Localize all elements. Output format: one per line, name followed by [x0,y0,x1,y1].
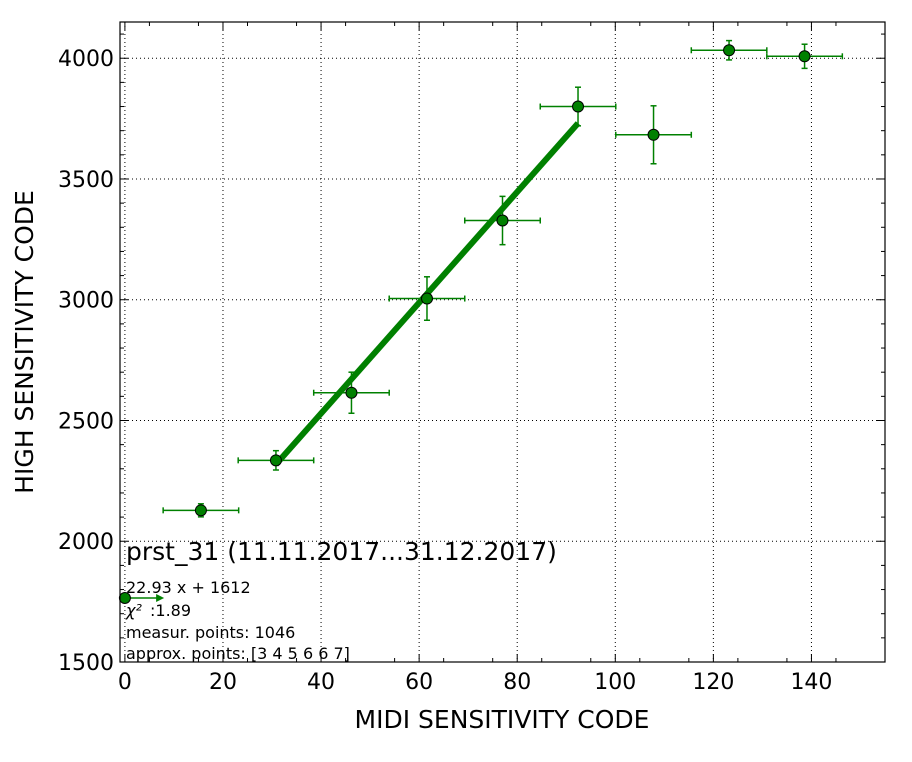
data-point [194,504,207,517]
x-axis-label: MIDI SENSITIVITY CODE [355,705,650,734]
y-axis-label: HIGH SENSITIVITY CODE [10,190,39,494]
axis-ticks: 0 20 40 60 80 100 120 140 1500 2000 2500 3000 3500 40… [58,22,885,695]
y-tick-label: 3000 [58,289,114,314]
y-tick-label: 2500 [58,409,114,434]
x-tick-label: 40 [307,670,335,695]
x-tick-label: 140 [790,670,832,695]
y-tick-label: 3500 [58,168,114,193]
annotation-chi2-symbol: χ² [125,601,142,620]
annotation-title: prst_31 (11.11.2017...31.12.2017) [126,537,557,566]
plot-frame [119,21,886,663]
data-points [118,39,844,604]
x-tick-label: 60 [405,670,433,695]
data-point [345,386,358,399]
annotation-equation: 22.93 x + 1612 [126,578,251,597]
y-tick-label: 2000 [58,530,114,555]
data-point [798,50,811,63]
data-point [723,44,736,57]
y-tick-label: 1500 [58,651,114,676]
y-tick-label: 4000 [58,47,114,72]
annotation-measur-points: measur. points: 1046 [126,623,295,642]
axes-frame [119,21,886,663]
data-point [269,454,282,467]
annotation-approx-points: approx. points: [3 4 5 6 6 7] [126,644,350,663]
x-tick-label: 80 [503,670,531,695]
x-tick-label: 0 [118,670,132,695]
arrow-head [156,594,165,602]
x-tick-label: 20 [209,670,237,695]
data-point [647,128,660,141]
annotation-chi2-value: :1.89 [150,601,191,620]
x-tick-label: 100 [594,670,636,695]
data-point [496,214,509,227]
annotations: prst_31 (11.11.2017...31.12.2017) 22.93 … [125,537,557,663]
data-point [572,100,585,113]
fit-line-group [124,121,581,602]
grid [120,22,885,663]
x-tick-label: 120 [692,670,734,695]
data-point [420,292,433,305]
